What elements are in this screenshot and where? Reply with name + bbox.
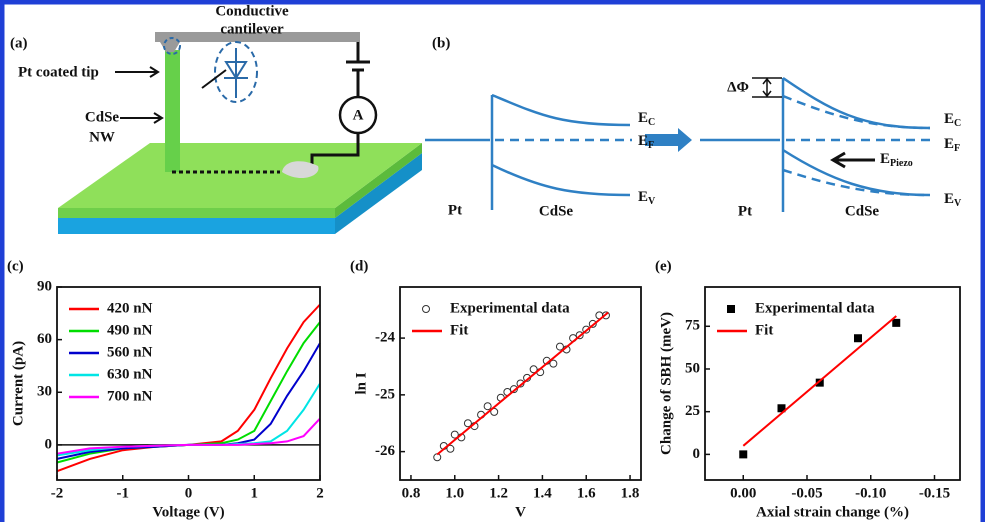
x-tick-label: -0.15 (919, 485, 950, 501)
series-line (56, 417, 321, 455)
y-tick-label: -26 (375, 443, 395, 459)
panel-label: (a) (10, 35, 28, 51)
level-label: EC (944, 111, 961, 129)
level-label: EV (638, 189, 656, 207)
field-label: EPiezo (880, 151, 913, 169)
y-tick-label: -25 (375, 386, 395, 402)
x-tick-label: 0.00 (730, 485, 756, 501)
point (446, 444, 455, 453)
point (483, 402, 492, 411)
x-tick-label: -2 (51, 485, 64, 501)
series-line (742, 315, 897, 447)
point (549, 359, 558, 368)
plot-frame (704, 286, 961, 481)
level-label: EF (638, 133, 654, 151)
series-line (56, 303, 321, 473)
legend-label: Experimental data (450, 300, 570, 316)
x-axis-label: V (515, 504, 526, 520)
y-axis-label: Current (pA) (10, 341, 26, 426)
legend-marker (422, 305, 430, 313)
plot-frame (56, 286, 321, 481)
y-tick-label: 30 (37, 384, 52, 400)
point (739, 450, 748, 459)
y-tick-label: 50 (685, 360, 700, 376)
x-tick-label: 0.8 (402, 485, 421, 501)
level-label: EC (638, 110, 655, 128)
nanowire-label: NW (89, 129, 115, 145)
x-tick-label: 2 (316, 485, 324, 501)
x-tick-label: 1.0 (445, 485, 464, 501)
tip-label: Pt coated tip (18, 64, 99, 80)
point (588, 319, 597, 328)
level-label: EV (944, 191, 962, 209)
x-axis-label: Axial strain change (%) (756, 504, 909, 520)
diagram-a: (a) Conductive cantilever Pt coated tip … (10, 3, 422, 234)
ammeter-label: A (353, 107, 364, 123)
y-tick-label: 90 (37, 278, 52, 294)
point (601, 311, 610, 320)
point (582, 325, 591, 334)
point (854, 334, 862, 343)
y-tick-label: 60 (37, 331, 52, 347)
point (815, 378, 824, 387)
x-tick-label: 0 (185, 485, 193, 501)
legend-label: 700 nN (107, 388, 153, 404)
point (575, 331, 584, 340)
x-tick-label: 1.6 (577, 485, 596, 501)
metal-label: Pt (738, 203, 752, 219)
point (463, 419, 472, 428)
legend-label: 630 nN (107, 366, 153, 382)
y-tick-label: -24 (375, 330, 395, 346)
y-axis-label: Change of SBH (meV) (658, 312, 674, 455)
semiconductor-label: CdSe (845, 203, 880, 219)
metal-label: Pt (448, 202, 462, 218)
legend-label: 420 nN (107, 300, 153, 316)
level-label: EF (944, 136, 960, 154)
legend-label: Fit (450, 322, 468, 338)
x-tick-label: 1.2 (489, 485, 508, 501)
legend-marker (727, 305, 735, 313)
point (777, 404, 786, 413)
y-tick-label: 75 (685, 318, 700, 334)
legend-label: Fit (755, 322, 773, 338)
chart-title: (c) (7, 258, 24, 274)
nanowire-label: CdSe (85, 109, 120, 125)
panel-label: (b) (432, 35, 450, 51)
chart-title: (e) (655, 258, 672, 274)
x-tick-label: 1.4 (533, 485, 552, 501)
y-tick-label: 0 (693, 446, 701, 462)
chart-title: (d) (350, 258, 368, 274)
cantilever-label: cantilever (220, 21, 284, 37)
legend-label: Experimental data (755, 300, 875, 316)
cantilever-label: Conductive (215, 3, 289, 19)
x-tick-label: -1 (117, 485, 130, 501)
x-tick-label: -0.05 (791, 485, 822, 501)
point (450, 430, 459, 439)
diagram-b: (b) Pt CdSe EC EF EV Pt CdSe EC EF EV ΔΦ… (425, 35, 962, 219)
x-tick-label: 1.8 (621, 485, 640, 501)
plot-frame (399, 286, 642, 481)
y-axis-label: ln I (353, 372, 369, 394)
point (509, 385, 518, 394)
point (433, 453, 442, 462)
x-axis-label: Voltage (V) (152, 504, 224, 520)
point (555, 342, 564, 351)
legend-label: 490 nN (107, 322, 153, 338)
x-tick-label: 1 (251, 485, 259, 501)
legend-label: 560 nN (107, 344, 153, 360)
y-tick-label: 25 (685, 403, 700, 419)
barrier-change-label: ΔΦ (727, 79, 749, 95)
x-tick-label: -0.10 (855, 485, 886, 501)
semiconductor-label: CdSe (539, 203, 574, 219)
point (892, 318, 901, 327)
series-line (436, 311, 609, 456)
point (529, 365, 538, 374)
y-tick-label: 0 (45, 436, 53, 452)
